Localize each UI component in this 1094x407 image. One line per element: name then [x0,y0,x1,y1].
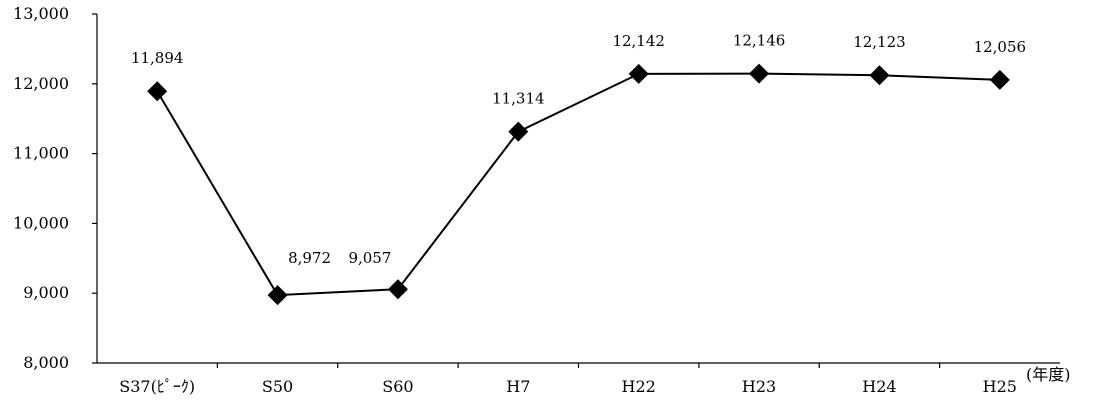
y-tick-label: 13,000 [13,4,69,23]
y-tick-label: 12,000 [13,74,69,93]
x-tick-label: H25 [983,377,1017,396]
data-point-marker [387,279,408,300]
data-label: 9,057 [348,249,391,267]
data-label: 12,056 [974,38,1027,56]
data-label: 12,146 [733,32,786,50]
data-label: 12,142 [612,32,665,50]
x-axis-ticks: S37(ﾋﾟｰｸ) S50 S60 H7 H22 H23 H24 H25 [119,363,1017,396]
data-label: 11,894 [131,49,184,67]
x-tick-label: S50 [262,377,293,396]
y-tick-label: 9,000 [23,283,69,302]
series-line [156,72,1000,297]
data-label: 11,314 [492,90,545,108]
data-point-marker [989,69,1010,90]
x-tick-label: H24 [862,377,896,396]
x-axis-unit-label: (年度) [1026,365,1071,384]
data-labels: 11,894 8,972 9,057 11,314 12,142 12,146 12,123… [131,32,1026,268]
x-tick-label: H22 [622,377,656,396]
x-tick-label: S60 [382,377,413,396]
chart-axes [96,14,1060,364]
data-label: 12,123 [853,33,906,51]
y-tick-label: 10,000 [13,213,69,232]
x-tick-label: H7 [506,377,530,396]
data-point-marker [749,63,770,84]
data-point-marker [628,63,649,84]
y-axis-ticks: 8,000 9,000 10,000 11,000 12,000 13,000 [13,4,97,372]
data-point-marker [508,121,529,142]
data-point-marker [267,285,288,306]
y-tick-label: 8,000 [23,353,69,372]
data-series [147,63,1010,306]
data-point-marker [869,65,890,86]
x-tick-label: S37(ﾋﾟｰｸ) [119,377,195,396]
x-tick-label: H23 [742,377,776,396]
data-label: 8,972 [288,249,331,267]
data-point-marker [147,81,168,102]
y-tick-label: 11,000 [13,144,69,163]
